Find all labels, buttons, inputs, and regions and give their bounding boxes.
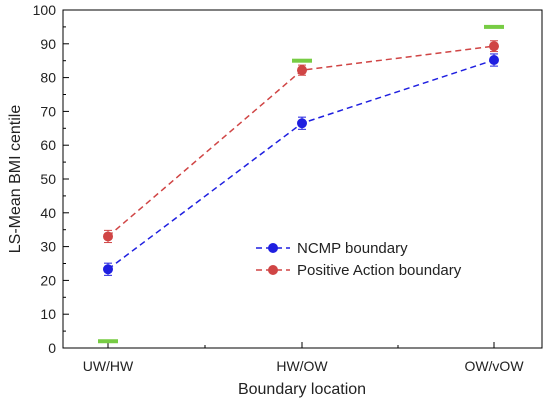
legend-label: NCMP boundary (297, 240, 408, 257)
legend: NCMP boundary Positive Action boundary (256, 240, 462, 279)
x-tick-label: OW/vOW (464, 358, 524, 374)
y-tick-label: 40 (40, 205, 56, 221)
y-tick-label: 20 (40, 272, 56, 288)
x-axis-title: Boundary location (238, 381, 366, 398)
data-point (103, 264, 113, 275)
series-line (107, 59, 495, 270)
series-layer (103, 40, 499, 276)
y-tick-label: 90 (40, 36, 56, 52)
y-tick-label: 50 (40, 171, 56, 187)
legend-swatch-marker (268, 265, 278, 275)
reference-markers (98, 24, 504, 344)
y-tick-label: 30 (40, 239, 56, 255)
data-point (297, 118, 307, 129)
data-point (297, 65, 307, 76)
legend-swatch-marker (268, 243, 278, 253)
reference-marker (98, 339, 118, 344)
y-tick-label: 10 (40, 306, 56, 322)
y-tick-label: 80 (40, 70, 56, 86)
series-0 (103, 53, 499, 276)
y-axis-title: LS-Mean BMI centile (7, 105, 24, 254)
x-axis: UW/HW HW/OW OW/vOW (83, 342, 524, 374)
reference-marker (484, 24, 504, 29)
y-tick-label: 60 (40, 137, 56, 153)
legend-label: Positive Action boundary (297, 262, 462, 279)
data-point (489, 55, 499, 66)
y-axis: 0 10 20 30 40 50 60 70 80 90 100 (33, 2, 69, 356)
y-tick-label: 100 (33, 2, 57, 18)
data-point (103, 231, 113, 242)
x-tick-label: UW/HW (83, 358, 134, 374)
x-tick-label: HW/OW (276, 358, 328, 374)
data-point (489, 41, 499, 52)
reference-marker (292, 58, 312, 63)
series-1 (103, 40, 499, 244)
y-tick-label: 0 (48, 340, 56, 356)
y-tick-label: 70 (40, 103, 56, 119)
